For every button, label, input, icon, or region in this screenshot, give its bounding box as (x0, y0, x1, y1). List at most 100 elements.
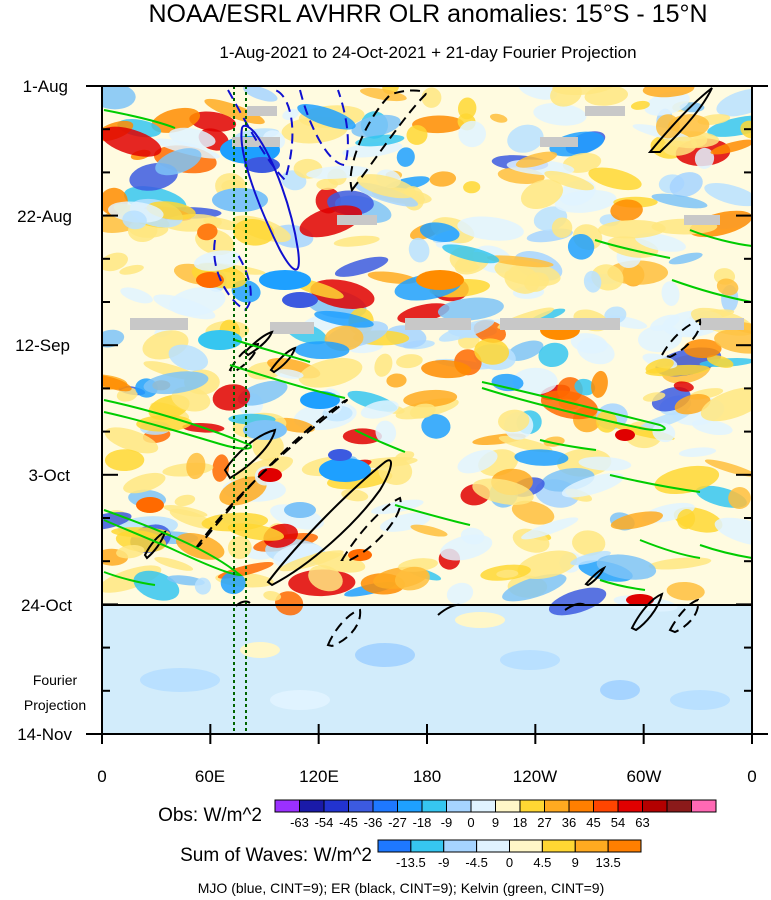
missing-data-bar (337, 215, 377, 225)
anomaly-cell (548, 587, 607, 616)
y-tick-label: 14-Nov (17, 725, 72, 744)
anomaly-cell (472, 478, 534, 505)
legend-waves-swatch (541, 839, 576, 853)
anomaly-cell (298, 357, 363, 388)
kelvin-contour (103, 509, 243, 577)
projection-field-background (102, 605, 752, 734)
anomaly-cell (704, 183, 752, 207)
kelvin-contour (394, 504, 471, 526)
er-negative-contour (195, 399, 348, 549)
y-tick-label: 12-Sep (15, 336, 70, 355)
legend-obs-tick: 18 (513, 815, 527, 830)
legend-waves-tick: 13.5 (595, 855, 620, 870)
legend-waves-tick: -13.5 (396, 855, 426, 870)
missing-data-bar (585, 106, 625, 116)
projection-cell (500, 650, 560, 670)
kelvin-contour (609, 474, 701, 493)
anomaly-cell (316, 178, 339, 191)
kelvin-contour (639, 539, 701, 559)
anomaly-cell (514, 449, 569, 466)
chart-subtitle: 1-Aug-2021 to 24-Oct-2021 + 21-day Fouri… (219, 43, 636, 62)
legend-obs-swatch (568, 799, 594, 813)
anomaly-cell (104, 449, 145, 472)
anomaly-cell (351, 114, 401, 138)
legend-waves-label: Sum of Waves: W/m^2 (180, 845, 372, 866)
anomaly-cell (396, 354, 423, 369)
projection-cell (140, 668, 220, 692)
anomaly-cell (396, 147, 415, 167)
anomaly-cell (474, 338, 510, 365)
kelvin-contour (234, 339, 311, 363)
legend-waves-swatch (607, 839, 642, 853)
legend-obs-swatch (323, 799, 349, 813)
anomaly-cell (554, 189, 617, 213)
anomaly-cell (597, 219, 666, 239)
anomaly-cell (233, 219, 275, 246)
anomaly-cell (212, 188, 268, 212)
anomaly-cell (186, 452, 206, 480)
legend-waves-tick: 0 (506, 855, 513, 870)
anomaly-cell (446, 582, 474, 605)
anomaly-cell (655, 114, 680, 139)
anomaly-cell (197, 223, 218, 241)
anomaly-cell (367, 271, 417, 284)
anomaly-cell (489, 113, 508, 123)
anomaly-cell (645, 358, 674, 374)
legend-obs-label: Obs: W/m^2 (158, 805, 262, 826)
anomaly-cell (661, 281, 680, 306)
anomaly-cell (328, 449, 352, 461)
er-positive-contour (269, 346, 297, 374)
anomaly-cell (360, 400, 399, 419)
projection-label: Projection (24, 697, 86, 713)
anomaly-cell (300, 391, 340, 409)
anomaly-cell (319, 458, 371, 482)
anomaly-cell (677, 508, 696, 530)
kelvin-contour (594, 239, 671, 259)
anomaly-cell (496, 569, 519, 578)
x-tick-label: 120E (299, 767, 339, 786)
anomaly-cell (706, 355, 734, 368)
anomaly-cell (507, 124, 544, 153)
anomaly-cell (538, 342, 569, 368)
anomaly-cell (517, 550, 578, 580)
er-positive-contour (143, 530, 167, 560)
anomaly-cell (437, 297, 504, 321)
anomaly-cell (648, 557, 712, 570)
anomaly-cell (591, 370, 608, 398)
anomaly-cell (626, 594, 654, 606)
legend-obs-swatch (666, 799, 692, 813)
anomaly-cell (357, 174, 416, 199)
mjo-negative-contour (227, 89, 294, 182)
legend-waves-swatch (377, 839, 412, 853)
anomaly-cell (306, 165, 370, 180)
anomaly-cell (176, 533, 225, 560)
legend-waves-swatch (476, 839, 510, 853)
anomaly-cell (406, 125, 428, 145)
anomaly-cell (168, 127, 216, 148)
anomaly-cell (360, 87, 407, 102)
anomaly-cell (574, 378, 596, 396)
anomaly-cell (308, 565, 343, 592)
x-tick-label: 120W (513, 767, 557, 786)
legend-obs-tick: -54 (315, 815, 334, 830)
legend-obs-tick: -27 (388, 815, 407, 830)
anomaly-cell (342, 428, 382, 445)
anomaly-cell (203, 217, 240, 231)
anomaly-cell (716, 278, 739, 296)
anomaly-cell (274, 591, 304, 616)
legend-obs-tick: 0 (467, 815, 474, 830)
anomaly-cell (104, 427, 159, 454)
missing-data-bar (247, 106, 277, 116)
anomaly-cell (700, 387, 752, 422)
legend-waves-tick: -4.5 (465, 855, 487, 870)
anomaly-cell (570, 333, 608, 354)
plot-area (102, 86, 752, 734)
legend-obs-tick: 9 (492, 815, 499, 830)
legend-obs-swatch (397, 799, 423, 813)
anomaly-cell (457, 449, 498, 474)
anomaly-cell (193, 250, 241, 272)
anomaly-cell (714, 517, 752, 547)
legend-waves-tick: 9 (572, 855, 579, 870)
er-negative-contour (340, 496, 402, 561)
projection-cell (355, 643, 415, 667)
